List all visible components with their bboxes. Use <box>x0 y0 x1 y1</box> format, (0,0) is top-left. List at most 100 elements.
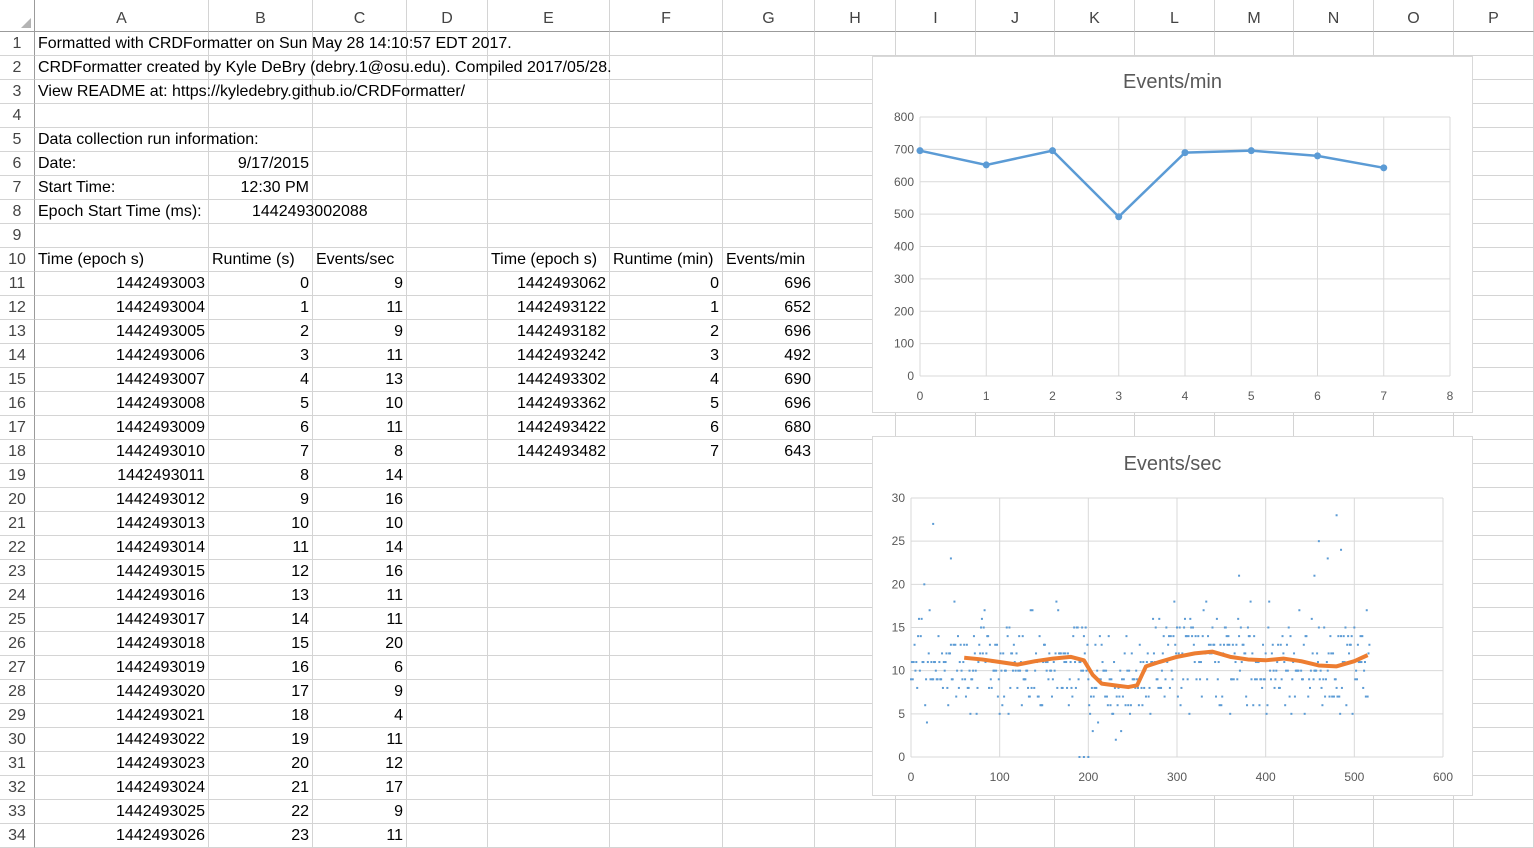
cell-D33[interactable] <box>407 800 488 824</box>
sec-table-cell[interactable]: 1442493004 <box>35 296 209 320</box>
cell-D15[interactable] <box>407 368 488 392</box>
row-header-26[interactable]: 26 <box>0 632 35 656</box>
sec-table-cell[interactable]: 5 <box>209 392 313 416</box>
min-table-cell[interactable]: 652 <box>723 296 815 320</box>
column-header-K[interactable]: K <box>1055 0 1135 32</box>
cell-D5[interactable] <box>407 128 488 152</box>
cell-C2[interactable] <box>313 56 407 80</box>
cell-D12[interactable] <box>407 296 488 320</box>
cell-A1[interactable] <box>35 32 209 56</box>
sec-table-cell[interactable]: 9 <box>313 800 407 824</box>
cell-F26[interactable] <box>610 632 723 656</box>
cell-P34[interactable] <box>1454 824 1534 848</box>
cell-G23[interactable] <box>723 560 815 584</box>
min-table-cell[interactable]: 1442493242 <box>488 344 610 368</box>
row-header-22[interactable]: 22 <box>0 536 35 560</box>
min-table-cell[interactable]: 0 <box>610 272 723 296</box>
sec-table-cell[interactable]: 22 <box>209 800 313 824</box>
min-table-cell[interactable]: 1442493182 <box>488 320 610 344</box>
row-header-16[interactable]: 16 <box>0 392 35 416</box>
min-table-cell[interactable]: 1442493122 <box>488 296 610 320</box>
row-header-33[interactable]: 33 <box>0 800 35 824</box>
min-table-cell[interactable]: 3 <box>610 344 723 368</box>
sec-table-cell[interactable]: 16 <box>313 488 407 512</box>
sec-table-cell[interactable]: 1442493015 <box>35 560 209 584</box>
sec-table-cell[interactable]: 7 <box>209 440 313 464</box>
cell-G20[interactable] <box>723 488 815 512</box>
min-table-cell[interactable]: 696 <box>723 392 815 416</box>
min-table-cell[interactable]: 7 <box>610 440 723 464</box>
start-time-value[interactable]: 12:30 PM <box>209 176 313 200</box>
cell-C1[interactable] <box>313 32 407 56</box>
cell-M1[interactable] <box>1215 32 1294 56</box>
sec-table-cell[interactable]: 14 <box>313 536 407 560</box>
sec-table-cell[interactable]: 2 <box>209 320 313 344</box>
sec-table-cell[interactable]: 10 <box>209 512 313 536</box>
cell-G34[interactable] <box>723 824 815 848</box>
column-header-C[interactable]: C <box>313 0 407 32</box>
cell-E19[interactable] <box>488 464 610 488</box>
cell-E29[interactable] <box>488 704 610 728</box>
cell-E30[interactable] <box>488 728 610 752</box>
cell-D7[interactable] <box>407 176 488 200</box>
cell-F32[interactable] <box>610 776 723 800</box>
cell-G28[interactable] <box>723 680 815 704</box>
cell-A9[interactable] <box>35 224 209 248</box>
row-header-11[interactable]: 11 <box>0 272 35 296</box>
cell-E1[interactable] <box>488 32 610 56</box>
cell-K33[interactable] <box>1055 800 1135 824</box>
cell-B1[interactable] <box>209 32 313 56</box>
cell-D23[interactable] <box>407 560 488 584</box>
cell-E2[interactable] <box>488 56 610 80</box>
row-header-14[interactable]: 14 <box>0 344 35 368</box>
cell-G32[interactable] <box>723 776 815 800</box>
cell-D17[interactable] <box>407 416 488 440</box>
min-table-cell[interactable]: 680 <box>723 416 815 440</box>
cell-N33[interactable] <box>1294 800 1374 824</box>
cell-D24[interactable] <box>407 584 488 608</box>
cell-D25[interactable] <box>407 608 488 632</box>
min-table-cell[interactable]: 643 <box>723 440 815 464</box>
cell-D31[interactable] <box>407 752 488 776</box>
row-header-8[interactable]: 8 <box>0 200 35 224</box>
sec-table-cell[interactable]: 1442493011 <box>35 464 209 488</box>
cell-E34[interactable] <box>488 824 610 848</box>
row-header-5[interactable]: 5 <box>0 128 35 152</box>
cell-E8[interactable] <box>488 200 610 224</box>
min-table-header[interactable]: Events/min <box>723 248 815 272</box>
cell-F25[interactable] <box>610 608 723 632</box>
cell-D13[interactable] <box>407 320 488 344</box>
sec-table-cell[interactable]: 9 <box>313 320 407 344</box>
cell-E24[interactable] <box>488 584 610 608</box>
min-table-cell[interactable]: 1442493362 <box>488 392 610 416</box>
cell-I34[interactable] <box>896 824 976 848</box>
cell-O33[interactable] <box>1374 800 1454 824</box>
cell-F22[interactable] <box>610 536 723 560</box>
min-table-cell[interactable]: 6 <box>610 416 723 440</box>
sec-table-cell[interactable]: 1442493008 <box>35 392 209 416</box>
cell-C8[interactable] <box>313 200 407 224</box>
cell-F2[interactable] <box>610 56 723 80</box>
cell-E33[interactable] <box>488 800 610 824</box>
column-header-J[interactable]: J <box>976 0 1055 32</box>
column-header-H[interactable]: H <box>815 0 896 32</box>
cell-G21[interactable] <box>723 512 815 536</box>
cell-C9[interactable] <box>313 224 407 248</box>
row-header-3[interactable]: 3 <box>0 80 35 104</box>
sec-table-cell[interactable]: 1442493020 <box>35 680 209 704</box>
cell-G30[interactable] <box>723 728 815 752</box>
column-header-B[interactable]: B <box>209 0 313 32</box>
cell-G2[interactable] <box>723 56 815 80</box>
column-header-D[interactable]: D <box>407 0 488 32</box>
sec-table-cell[interactable]: 1442493003 <box>35 272 209 296</box>
column-header-G[interactable]: G <box>723 0 815 32</box>
select-all-corner[interactable] <box>0 0 35 32</box>
cell-F3[interactable] <box>610 80 723 104</box>
row-header-4[interactable]: 4 <box>0 104 35 128</box>
row-header-25[interactable]: 25 <box>0 608 35 632</box>
sec-table-cell[interactable]: 11 <box>313 584 407 608</box>
sec-table-cell[interactable]: 0 <box>209 272 313 296</box>
cell-G29[interactable] <box>723 704 815 728</box>
sec-table-cell[interactable]: 17 <box>313 776 407 800</box>
row-header-30[interactable]: 30 <box>0 728 35 752</box>
